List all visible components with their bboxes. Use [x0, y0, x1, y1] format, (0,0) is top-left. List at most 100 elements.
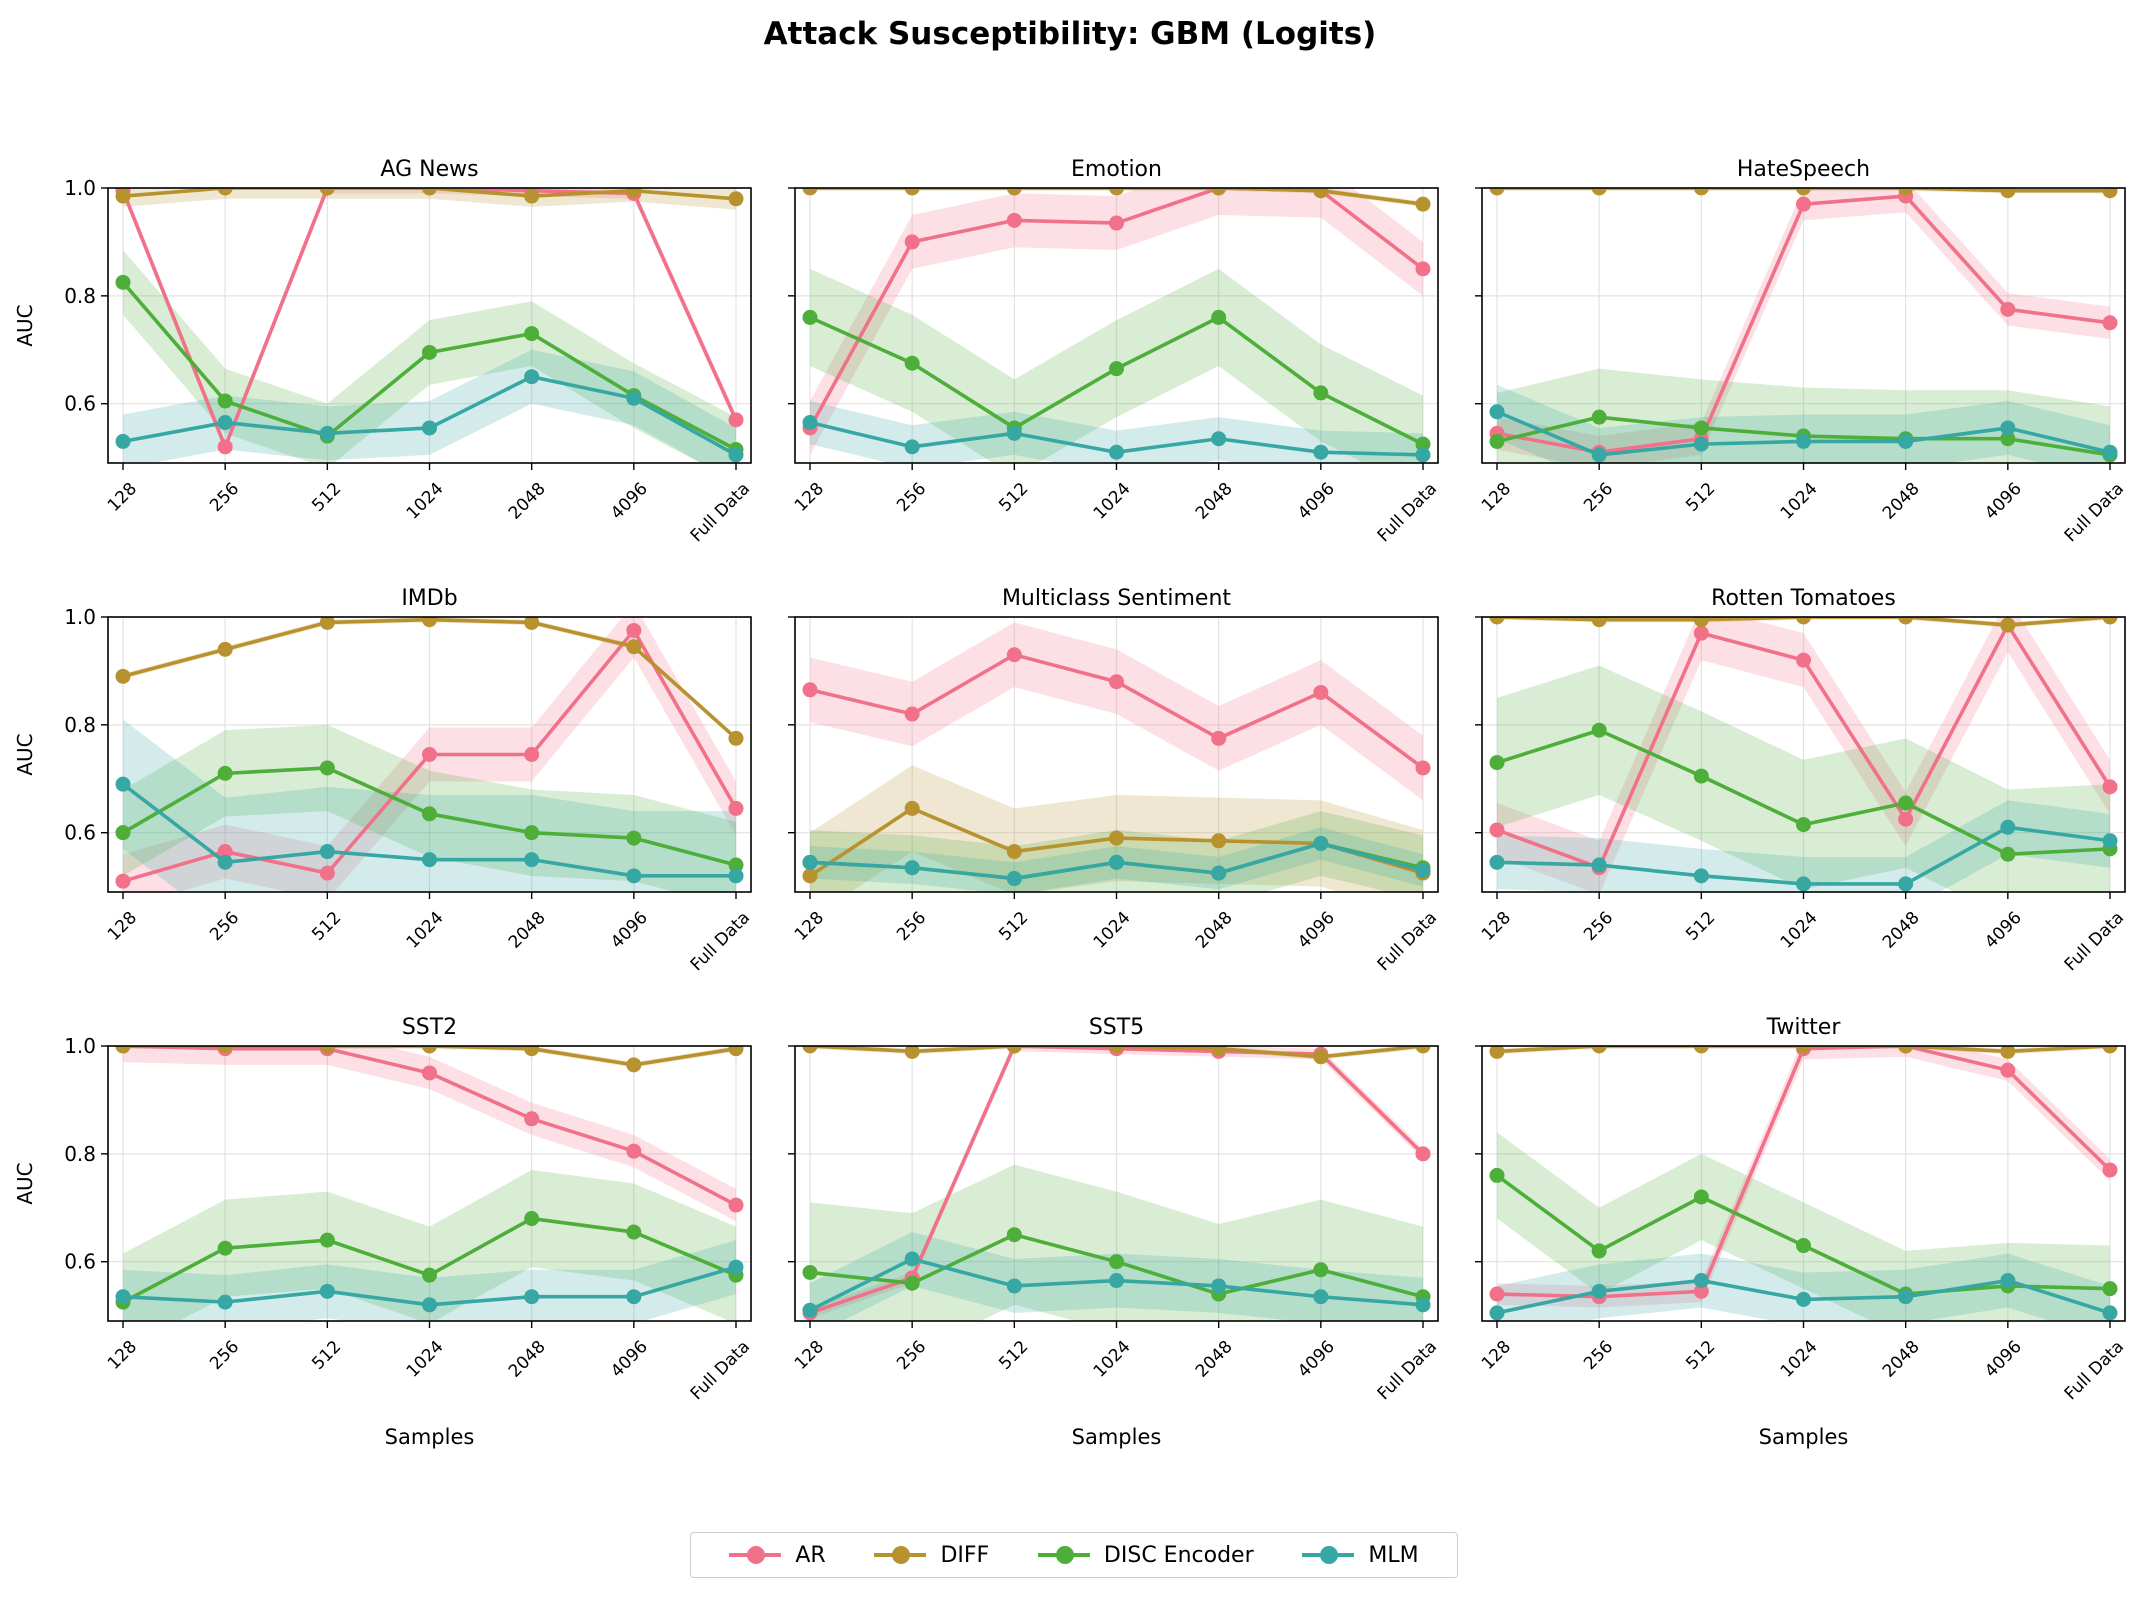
- x-tick-label: 512: [308, 479, 345, 516]
- panel-plot-area: [1489, 188, 2118, 463]
- panel-title: IMDb: [401, 586, 457, 611]
- point-diff: [1693, 1046, 1709, 1054]
- point-diff: [1211, 1046, 1227, 1057]
- point-diff: [2000, 188, 2016, 199]
- point-ar: [728, 1197, 744, 1213]
- point-mlm: [1796, 876, 1811, 892]
- point-mlm: [422, 1297, 437, 1313]
- x-tick-label: 2048: [1192, 908, 1237, 953]
- point-disc-encoder: [904, 1275, 920, 1291]
- point-disc-encoder: [1693, 420, 1709, 436]
- x-tick-label: 256: [1580, 479, 1617, 516]
- point-mlm: [1489, 404, 1505, 420]
- point-diff: [1109, 830, 1124, 846]
- point-mlm: [2102, 833, 2118, 849]
- point-diff: [422, 617, 437, 628]
- x-tick-label: 512: [1682, 479, 1719, 516]
- point-mlm: [626, 1289, 642, 1305]
- point-diff: [1415, 1046, 1431, 1054]
- band-mlm: [123, 719, 736, 892]
- point-disc-encoder: [904, 355, 920, 371]
- legend-label-diff: DIFF: [940, 1542, 990, 1568]
- point-disc-encoder: [1693, 768, 1709, 784]
- point-diff: [1006, 1046, 1022, 1054]
- x-tick-label: 512: [995, 908, 1032, 945]
- y-tick-label: 1.0: [64, 1034, 96, 1058]
- point-disc-encoder: [1313, 385, 1329, 401]
- panel-sst2: SST2 128 256 512 1024 2048 4096 Full Data 0.6 0.8…: [13, 1015, 754, 1449]
- x-tick-label: 4096: [1981, 1337, 2026, 1382]
- panel-ag-news: AG News 128 256 512 1024 2048 4096 Full Data 0.6…: [13, 157, 754, 546]
- legend-swatch-disc-encoder: [1037, 1545, 1090, 1565]
- point-disc-encoder: [1591, 1243, 1607, 1259]
- point-disc-encoder: [422, 1267, 437, 1283]
- point-disc-encoder: [802, 1264, 818, 1280]
- x-tick-label: 512: [995, 1337, 1032, 1374]
- point-disc-encoder: [1489, 1167, 1505, 1183]
- point-mlm: [728, 447, 744, 463]
- band-ar: [810, 188, 1423, 455]
- point-ar: [524, 747, 540, 762]
- point-mlm: [904, 1251, 920, 1267]
- panel-plot-area: [115, 1046, 744, 1321]
- y-tick-label: 0.8: [64, 284, 96, 308]
- point-ar: [1006, 647, 1022, 663]
- point-diff: [1313, 1049, 1329, 1065]
- point-diff: [217, 188, 233, 196]
- point-disc-encoder: [728, 857, 744, 873]
- panel-title: HateSpeech: [1737, 157, 1870, 182]
- point-diff: [2000, 617, 2016, 633]
- band-mlm: [810, 400, 1423, 463]
- point-mlm: [1796, 433, 1811, 449]
- point-mlm: [1898, 433, 1914, 449]
- point-diff: [1898, 188, 1914, 196]
- point-diff: [626, 188, 642, 199]
- panel-plot-area: [802, 188, 1431, 463]
- point-disc-encoder: [626, 830, 642, 846]
- point-ar: [422, 1065, 437, 1081]
- x-tick-label: 4096: [1981, 479, 2026, 524]
- point-mlm: [802, 1302, 818, 1318]
- x-tick-label: Full Data: [2061, 1337, 2128, 1404]
- point-disc-encoder: [1898, 795, 1914, 811]
- point-ar: [2102, 315, 2118, 331]
- point-diff: [1898, 617, 1914, 625]
- point-diff: [115, 188, 131, 204]
- point-diff: [217, 1046, 233, 1054]
- point-disc-encoder: [217, 393, 233, 409]
- point-mlm: [115, 1289, 131, 1305]
- y-tick-label: 1.0: [64, 176, 96, 200]
- point-ar: [1415, 760, 1431, 776]
- point-disc-encoder: [524, 1211, 540, 1227]
- panel-rotten-tomatoes: Rotten Tomatoes 128 256 512 1024 2048 4096 Full…: [1475, 586, 2128, 975]
- point-disc-encoder: [422, 344, 437, 360]
- point-mlm: [904, 860, 920, 876]
- point-disc-encoder: [1415, 436, 1431, 452]
- x-tick-label: 128: [1478, 1337, 1515, 1374]
- point-diff: [1591, 617, 1607, 628]
- x-tick-label: 128: [1478, 908, 1515, 945]
- legend-label-mlm: MLM: [1368, 1542, 1419, 1568]
- x-tick-label: 1024: [1090, 1337, 1135, 1382]
- point-mlm: [1591, 1283, 1607, 1299]
- point-mlm: [802, 854, 818, 870]
- point-diff: [1415, 196, 1431, 212]
- point-mlm: [319, 425, 335, 441]
- panel-plot-area: [802, 622, 1431, 892]
- point-mlm: [422, 420, 437, 436]
- legend-label-ar: AR: [795, 1542, 826, 1568]
- panel-multiclass-sentiment: Multiclass Sentiment 128 256 512 1024 2048 409…: [788, 586, 1441, 975]
- point-mlm: [1796, 1291, 1811, 1307]
- point-mlm: [1415, 1297, 1431, 1313]
- point-mlm: [524, 1289, 540, 1305]
- y-tick-label: 0.8: [64, 713, 96, 737]
- x-tick-label: 128: [104, 479, 141, 516]
- point-diff: [2000, 1046, 2016, 1059]
- point-ar: [1211, 730, 1227, 746]
- x-tick-label: 4096: [1294, 908, 1339, 953]
- x-tick-label: 1024: [403, 479, 448, 524]
- point-ar: [319, 865, 335, 881]
- point-ar: [904, 234, 920, 250]
- point-mlm: [422, 852, 437, 868]
- point-mlm: [319, 844, 335, 860]
